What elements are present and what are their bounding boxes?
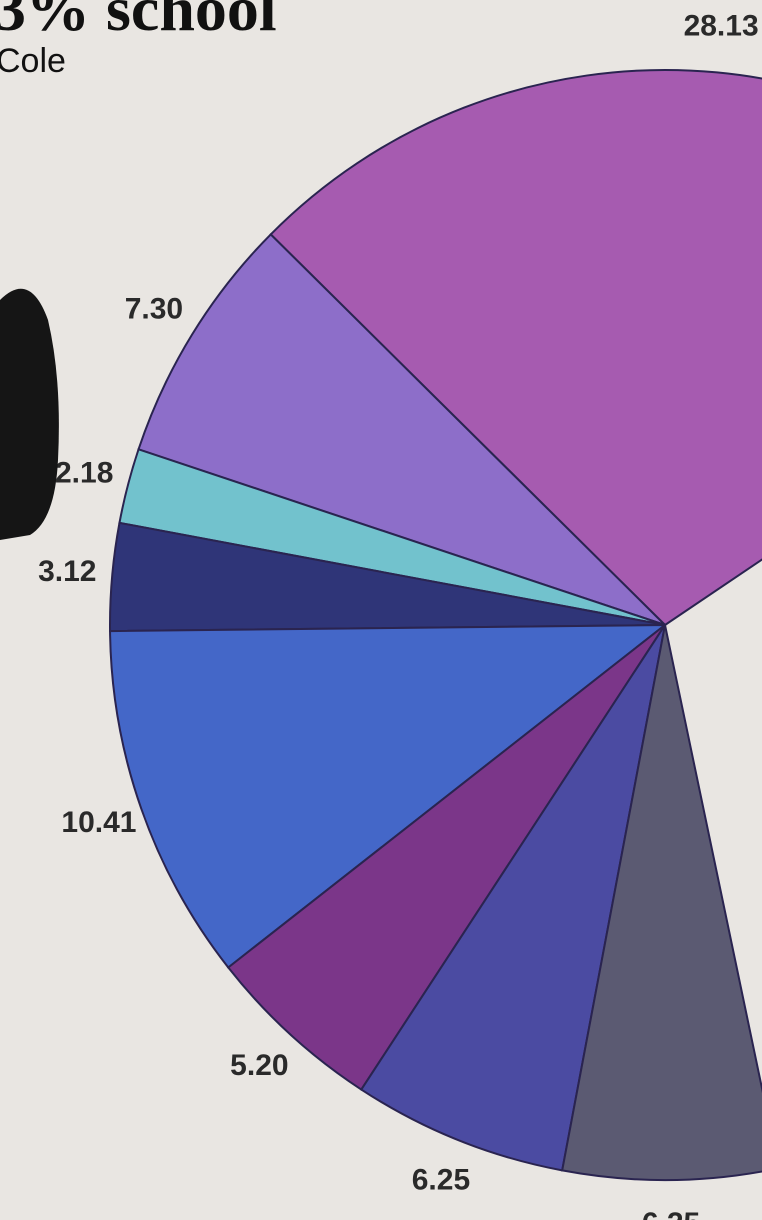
data-label: 6.25 bbox=[642, 1207, 700, 1220]
chart-subtitle: Cole bbox=[0, 42, 66, 80]
data-label: 7.30 bbox=[125, 293, 183, 326]
data-label: 2.18 bbox=[55, 456, 113, 489]
pie-slice bbox=[561, 624, 762, 1181]
data-label: 28.13 bbox=[684, 10, 759, 43]
pie bbox=[109, 69, 762, 1181]
labels: 28.13 7.30 2.18 3.12 10.41 5.20 6.25 6.25 bbox=[38, 10, 759, 1220]
pie-slice bbox=[226, 624, 666, 1091]
pie-slice bbox=[359, 624, 666, 1172]
pie-slice bbox=[269, 69, 762, 627]
pie-slice bbox=[137, 232, 666, 626]
chart-title: 3% school bbox=[0, 0, 277, 44]
data-label: 6.25 bbox=[412, 1164, 470, 1197]
pie-slice bbox=[109, 623, 668, 969]
data-label: 3.12 bbox=[38, 555, 96, 588]
occluding-object bbox=[0, 288, 59, 540]
data-label: 10.41 bbox=[61, 806, 136, 839]
data-label: 5.20 bbox=[230, 1049, 288, 1082]
